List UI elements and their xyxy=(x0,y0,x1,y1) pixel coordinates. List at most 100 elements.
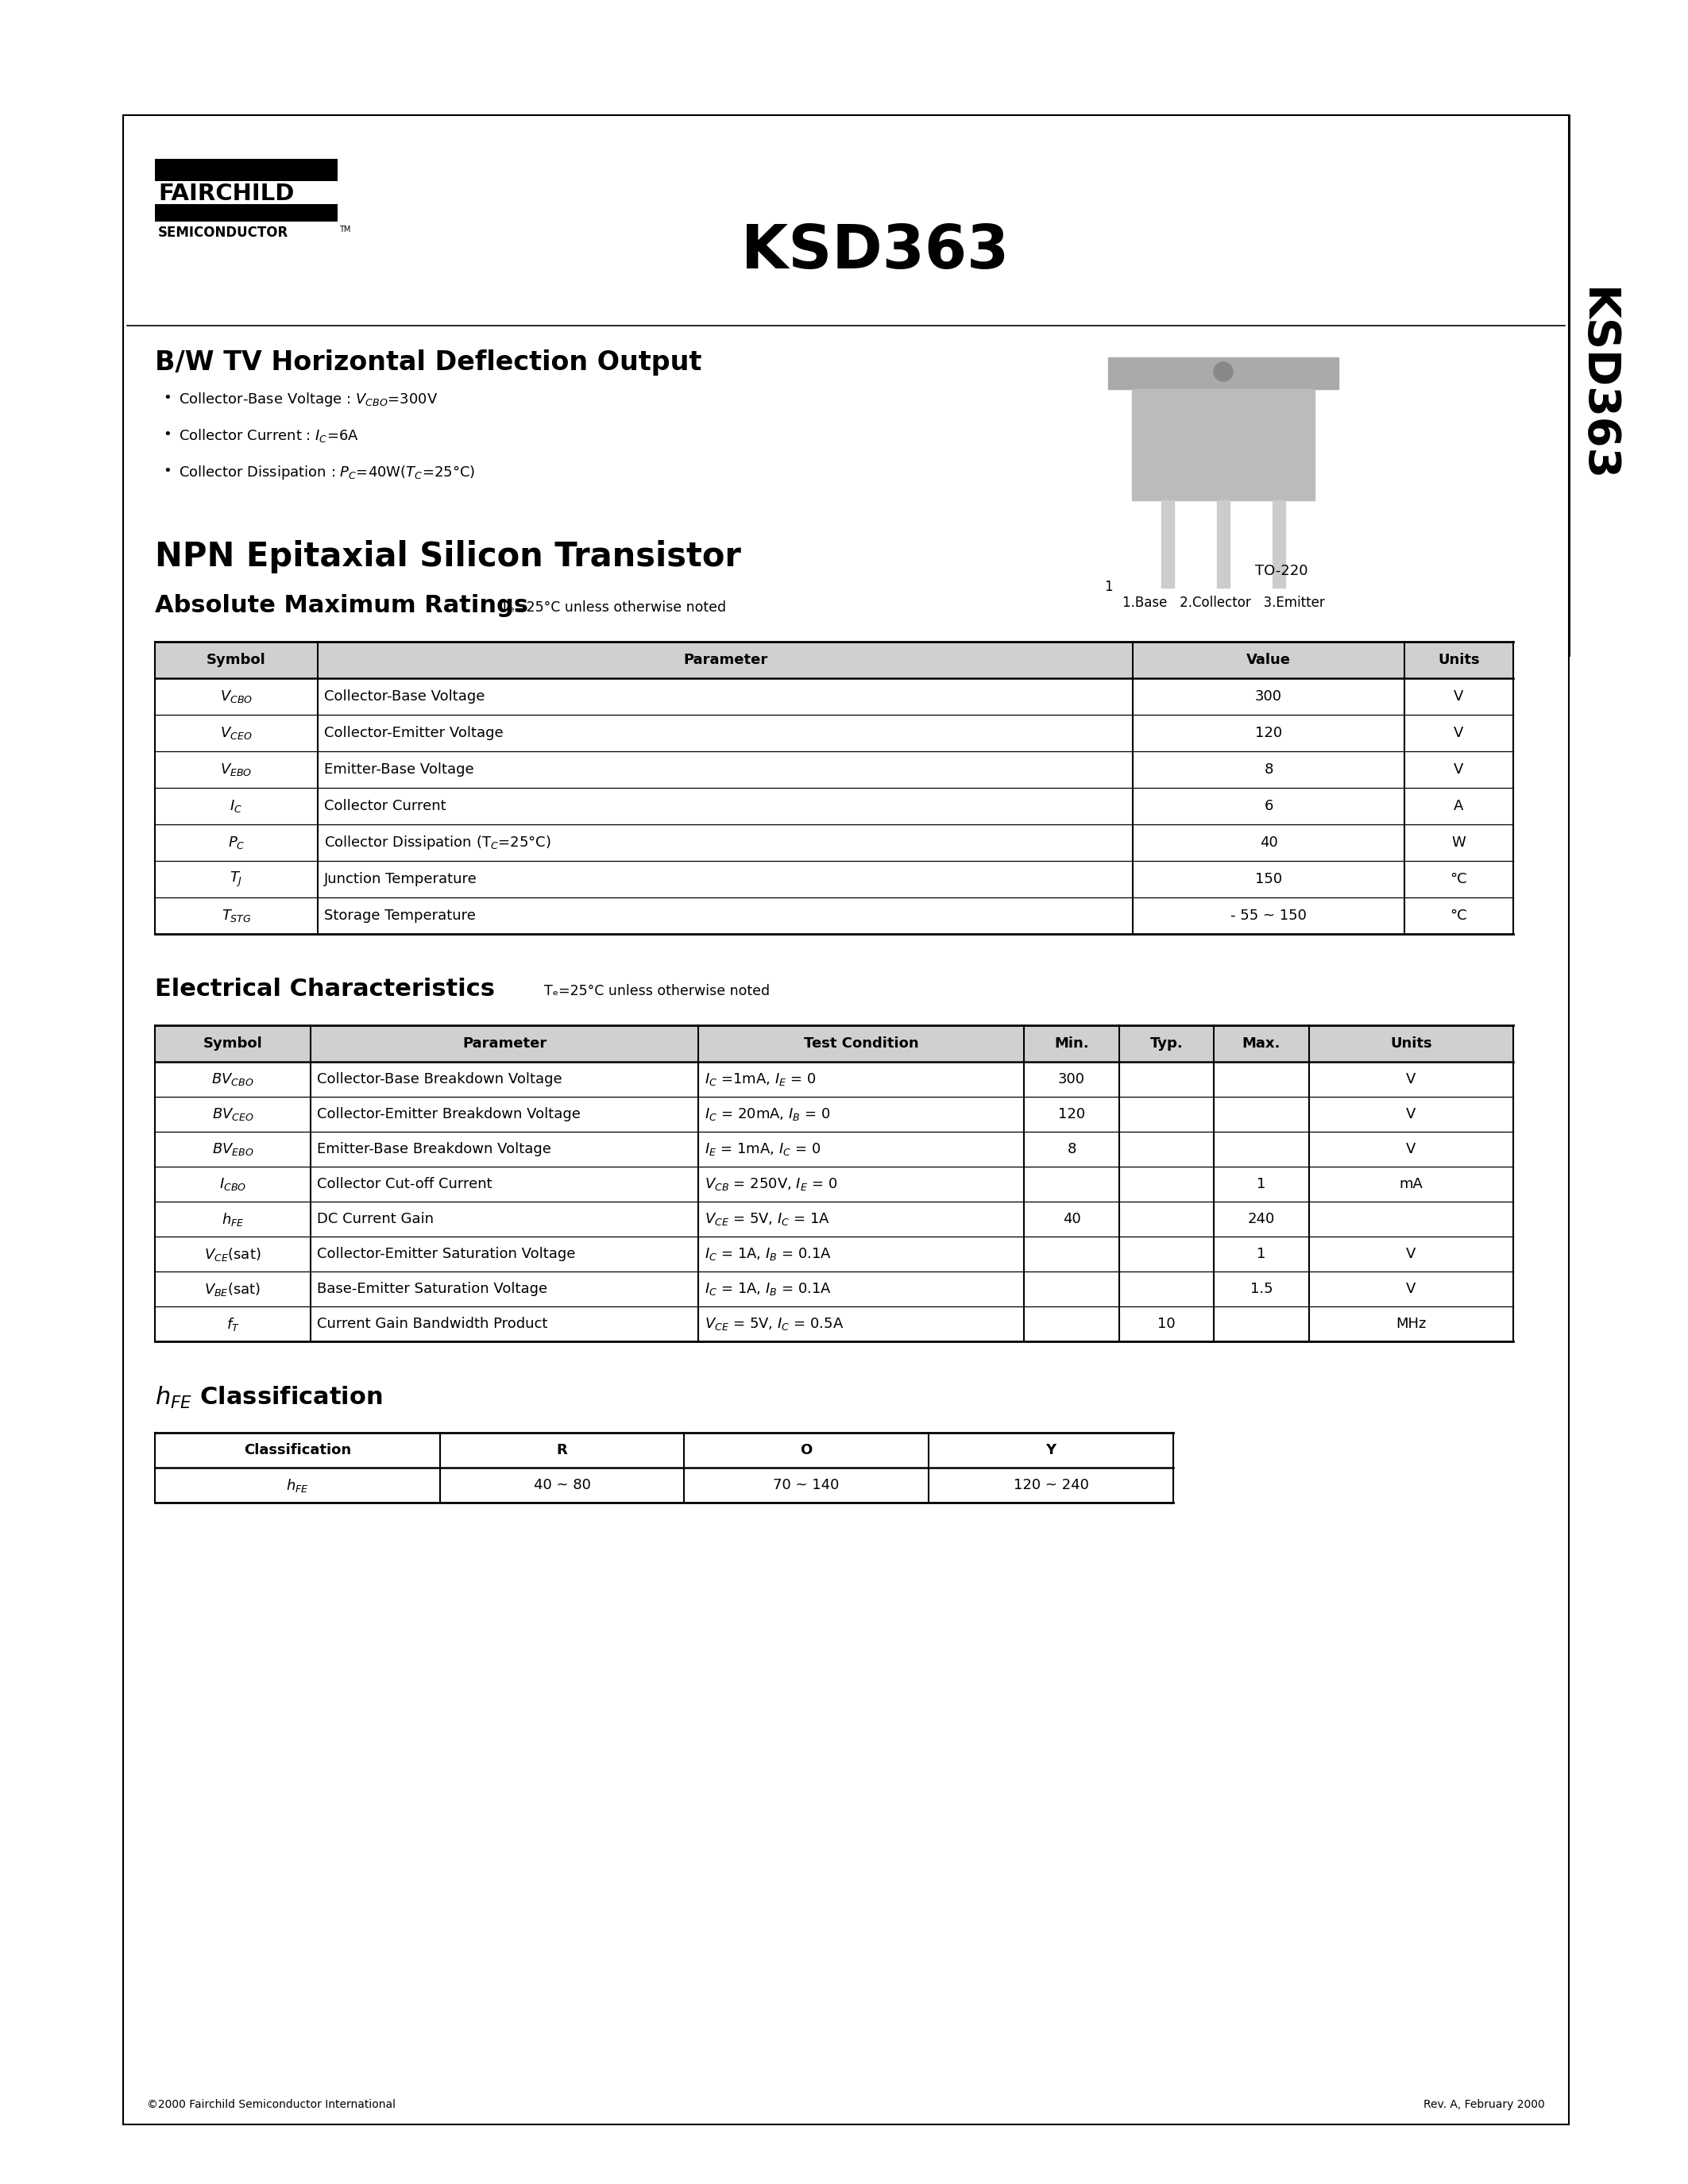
Text: Emitter-Base Voltage: Emitter-Base Voltage xyxy=(324,762,474,778)
Text: R: R xyxy=(557,1444,567,1457)
Text: Rev. A, February 2000: Rev. A, February 2000 xyxy=(1423,2099,1545,2110)
Text: $I_{C}$: $I_{C}$ xyxy=(230,797,243,815)
Text: V: V xyxy=(1406,1107,1416,1120)
Text: 300: 300 xyxy=(1058,1072,1085,1085)
Text: B/W TV Horizontal Deflection Output: B/W TV Horizontal Deflection Output xyxy=(155,349,702,376)
Text: 1.5: 1.5 xyxy=(1251,1282,1273,1295)
Text: Collector Dissipation : $P_{C}$=40W($T_{C}$=25°C): Collector Dissipation : $P_{C}$=40W($T_{… xyxy=(179,463,474,480)
Bar xyxy=(155,1024,1512,1061)
Bar xyxy=(155,642,1512,679)
Text: $T_{STG}$: $T_{STG}$ xyxy=(221,909,252,924)
Text: 40: 40 xyxy=(1259,836,1278,850)
Text: mA: mA xyxy=(1399,1177,1423,1190)
Text: Units: Units xyxy=(1391,1037,1431,1051)
Text: Collector Current: Collector Current xyxy=(324,799,446,812)
Text: Min.: Min. xyxy=(1055,1037,1089,1051)
Text: Base-Emitter Saturation Voltage: Base-Emitter Saturation Voltage xyxy=(317,1282,547,1295)
Text: $I_{C}$ =1mA, $I_{E}$ = 0: $I_{C}$ =1mA, $I_{E}$ = 0 xyxy=(704,1072,817,1088)
Text: $I_{C}$ = 1A, $I_{B}$ = 0.1A: $I_{C}$ = 1A, $I_{B}$ = 0.1A xyxy=(704,1247,832,1262)
Text: $I_{C}$ = 20mA, $I_{B}$ = 0: $I_{C}$ = 20mA, $I_{B}$ = 0 xyxy=(704,1107,830,1123)
Text: 120: 120 xyxy=(1256,725,1283,740)
Bar xyxy=(155,159,338,181)
Bar xyxy=(1273,500,1285,587)
Text: 1: 1 xyxy=(1258,1177,1266,1190)
Text: Typ.: Typ. xyxy=(1150,1037,1183,1051)
Text: $f_{T}$: $f_{T}$ xyxy=(226,1315,240,1332)
Text: A: A xyxy=(1453,799,1463,812)
Text: $I_{E}$ = 1mA, $I_{C}$ = 0: $I_{E}$ = 1mA, $I_{C}$ = 0 xyxy=(704,1142,820,1158)
Text: 40: 40 xyxy=(1062,1212,1080,1225)
Text: FAIRCHILD: FAIRCHILD xyxy=(159,183,294,205)
Text: $V_{CB}$ = 250V, $I_{E}$ = 0: $V_{CB}$ = 250V, $I_{E}$ = 0 xyxy=(704,1177,837,1192)
Text: KSD363: KSD363 xyxy=(1575,288,1619,483)
Text: $V_{CEO}$: $V_{CEO}$ xyxy=(219,725,253,740)
Text: $V_{CE}$ = 5V, $I_{C}$ = 1A: $V_{CE}$ = 5V, $I_{C}$ = 1A xyxy=(704,1212,830,1227)
Text: Tₑ=25°C unless otherwise noted: Tₑ=25°C unless otherwise noted xyxy=(500,601,726,614)
Text: $P_{C}$: $P_{C}$ xyxy=(228,834,245,850)
Text: TM: TM xyxy=(339,225,351,234)
Text: 300: 300 xyxy=(1256,690,1283,703)
Text: TO-220: TO-220 xyxy=(1256,563,1308,579)
Text: V: V xyxy=(1453,762,1463,778)
Text: Tₑ=25°C unless otherwise noted: Tₑ=25°C unless otherwise noted xyxy=(544,985,770,998)
Text: Units: Units xyxy=(1438,653,1480,666)
Text: Parameter: Parameter xyxy=(684,653,768,666)
Text: 70 ~ 140: 70 ~ 140 xyxy=(773,1479,839,1492)
Text: •: • xyxy=(162,428,172,441)
Text: Current Gain Bandwidth Product: Current Gain Bandwidth Product xyxy=(317,1317,547,1330)
Text: W: W xyxy=(1452,836,1465,850)
Text: Parameter: Parameter xyxy=(463,1037,547,1051)
Text: - 55 ~ 150: - 55 ~ 150 xyxy=(1231,909,1307,924)
Text: KSD363: KSD363 xyxy=(741,223,1009,282)
Text: Absolute Maximum Ratings: Absolute Maximum Ratings xyxy=(155,594,528,618)
Text: V: V xyxy=(1453,725,1463,740)
Text: Collector-Emitter Breakdown Voltage: Collector-Emitter Breakdown Voltage xyxy=(317,1107,581,1120)
Text: 1.Base   2.Collector   3.Emitter: 1.Base 2.Collector 3.Emitter xyxy=(1123,596,1325,609)
Text: 240: 240 xyxy=(1247,1212,1274,1225)
Text: $V_{CE}$ = 5V, $I_{C}$ = 0.5A: $V_{CE}$ = 5V, $I_{C}$ = 0.5A xyxy=(704,1317,844,1332)
Text: Electrical Characteristics: Electrical Characteristics xyxy=(155,978,495,1000)
Text: Collector Cut-off Current: Collector Cut-off Current xyxy=(317,1177,493,1190)
Text: V: V xyxy=(1453,690,1463,703)
Text: 150: 150 xyxy=(1256,871,1283,887)
Text: Symbol: Symbol xyxy=(206,653,267,666)
Text: NPN Epitaxial Silicon Transistor: NPN Epitaxial Silicon Transistor xyxy=(155,539,741,574)
Text: 8: 8 xyxy=(1067,1142,1077,1155)
Text: $V_{CE}$(sat): $V_{CE}$(sat) xyxy=(204,1245,262,1262)
Text: Emitter-Base Breakdown Voltage: Emitter-Base Breakdown Voltage xyxy=(317,1142,552,1155)
Text: Collector-Emitter Voltage: Collector-Emitter Voltage xyxy=(324,725,503,740)
Text: V: V xyxy=(1406,1247,1416,1260)
Text: Symbol: Symbol xyxy=(203,1037,262,1051)
Text: 1: 1 xyxy=(1258,1247,1266,1260)
Text: Collector-Base Voltage : $V_{CBO}$=300V: Collector-Base Voltage : $V_{CBO}$=300V xyxy=(179,391,437,408)
Text: V: V xyxy=(1406,1072,1416,1085)
Text: $h_{FE}$ Classification: $h_{FE}$ Classification xyxy=(155,1385,383,1411)
Text: Collector Dissipation (T$_{C}$=25°C): Collector Dissipation (T$_{C}$=25°C) xyxy=(324,834,550,852)
Polygon shape xyxy=(1133,389,1315,500)
Text: DC Current Gain: DC Current Gain xyxy=(317,1212,434,1225)
Text: SEMICONDUCTOR: SEMICONDUCTOR xyxy=(159,225,289,240)
Text: O: O xyxy=(800,1444,812,1457)
Text: Value: Value xyxy=(1246,653,1291,666)
Text: Storage Temperature: Storage Temperature xyxy=(324,909,476,924)
Text: •: • xyxy=(162,463,172,478)
Text: V: V xyxy=(1406,1142,1416,1155)
Text: 8: 8 xyxy=(1264,762,1273,778)
Text: 10: 10 xyxy=(1158,1317,1175,1330)
Text: 1: 1 xyxy=(1104,579,1112,594)
Bar xyxy=(1161,500,1175,587)
Text: 120 ~ 240: 120 ~ 240 xyxy=(1013,1479,1089,1492)
Text: 120: 120 xyxy=(1058,1107,1085,1120)
Text: MHz: MHz xyxy=(1396,1317,1426,1330)
Text: Collector-Base Breakdown Voltage: Collector-Base Breakdown Voltage xyxy=(317,1072,562,1085)
Text: $h_{FE}$: $h_{FE}$ xyxy=(287,1476,309,1494)
Circle shape xyxy=(1214,363,1232,382)
Text: Y: Y xyxy=(1047,1444,1057,1457)
Text: Junction Temperature: Junction Temperature xyxy=(324,871,478,887)
Bar xyxy=(155,203,338,221)
Text: $BV_{CEO}$: $BV_{CEO}$ xyxy=(211,1107,253,1123)
Text: $I_{C}$ = 1A, $I_{B}$ = 0.1A: $I_{C}$ = 1A, $I_{B}$ = 0.1A xyxy=(704,1282,832,1297)
Text: $BV_{EBO}$: $BV_{EBO}$ xyxy=(211,1142,253,1158)
Text: $I_{CBO}$: $I_{CBO}$ xyxy=(219,1177,246,1192)
Text: $h_{FE}$: $h_{FE}$ xyxy=(221,1210,245,1227)
